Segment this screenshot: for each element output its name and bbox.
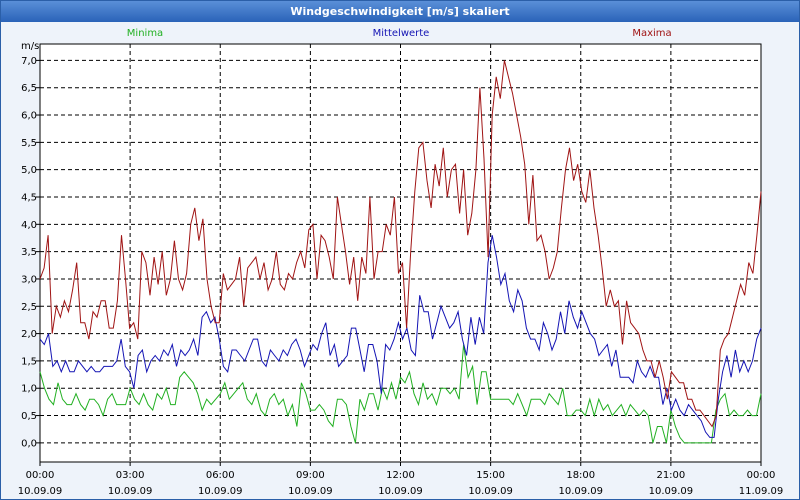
series-layer: [39, 60, 762, 444]
y-tick-label: 3,0: [21, 274, 37, 285]
grid-lines: [40, 44, 761, 462]
y-tick-label: 4,5: [21, 192, 37, 203]
series-line-minima: [39, 344, 762, 444]
y-tick-label: 1,0: [21, 384, 37, 395]
legend-maxima: Maxima: [632, 28, 671, 39]
x-tick-time: 21:00: [656, 470, 685, 481]
y-tick-label: 5,0: [21, 165, 37, 176]
y-tick-label: 5,5: [21, 138, 37, 149]
y-tick-label: 2,5: [21, 302, 37, 313]
x-tick-time: 03:00: [116, 470, 145, 481]
plot-area: [39, 43, 762, 463]
series-line-maxima: [39, 60, 762, 428]
y-tick-label: 4,0: [21, 220, 37, 231]
y-tick-label: 6,0: [21, 111, 37, 122]
x-tick-date: 10.09.09: [18, 486, 63, 497]
y-tick-label: 3,5: [21, 247, 37, 258]
x-tick-time: 00:00: [747, 470, 776, 481]
series-line-mittelwerte: [39, 235, 762, 438]
x-tick-date: 10.09.09: [108, 486, 153, 497]
x-tick-date: 10.09.09: [558, 486, 603, 497]
y-axis-label: m/s: [21, 41, 39, 52]
y-tick-label: 6,5: [21, 83, 37, 94]
y-tick-label: 0,5: [21, 411, 37, 422]
y-tick-label: 7,0: [21, 56, 37, 67]
x-tick-time: 00:00: [26, 470, 55, 481]
y-tick-label: 0,0: [21, 438, 37, 449]
x-tick-date: 10.09.09: [198, 486, 243, 497]
x-tick-date: 10.09.09: [649, 486, 694, 497]
x-tick-date: 10.09.09: [378, 486, 423, 497]
y-tick-label: 2,0: [21, 329, 37, 340]
x-tick-time: 06:00: [206, 470, 235, 481]
x-tick-time: 09:00: [296, 470, 325, 481]
y-tick-label: 1,5: [21, 356, 37, 367]
x-tick-date: 11.09.09: [739, 486, 784, 497]
x-tick-date: 10.09.09: [288, 486, 333, 497]
legend-minima: Minima: [127, 28, 163, 39]
x-tick-time: 15:00: [476, 470, 505, 481]
legend-mittelwerte: Mittelwerte: [373, 28, 430, 39]
x-tick-time: 12:00: [386, 470, 415, 481]
axis-ticks: 0,0 0,5 1,0 1,5 2,0 2,5 3,0 3,5 4,0 4,5 5,0 5,5 6,0 6…: [18, 56, 784, 497]
chart-title: Windgeschwindigkeit [m/s] skaliert: [1, 1, 799, 22]
x-tick-time: 18:00: [566, 470, 595, 481]
x-tick-date: 10.09.09: [468, 486, 513, 497]
